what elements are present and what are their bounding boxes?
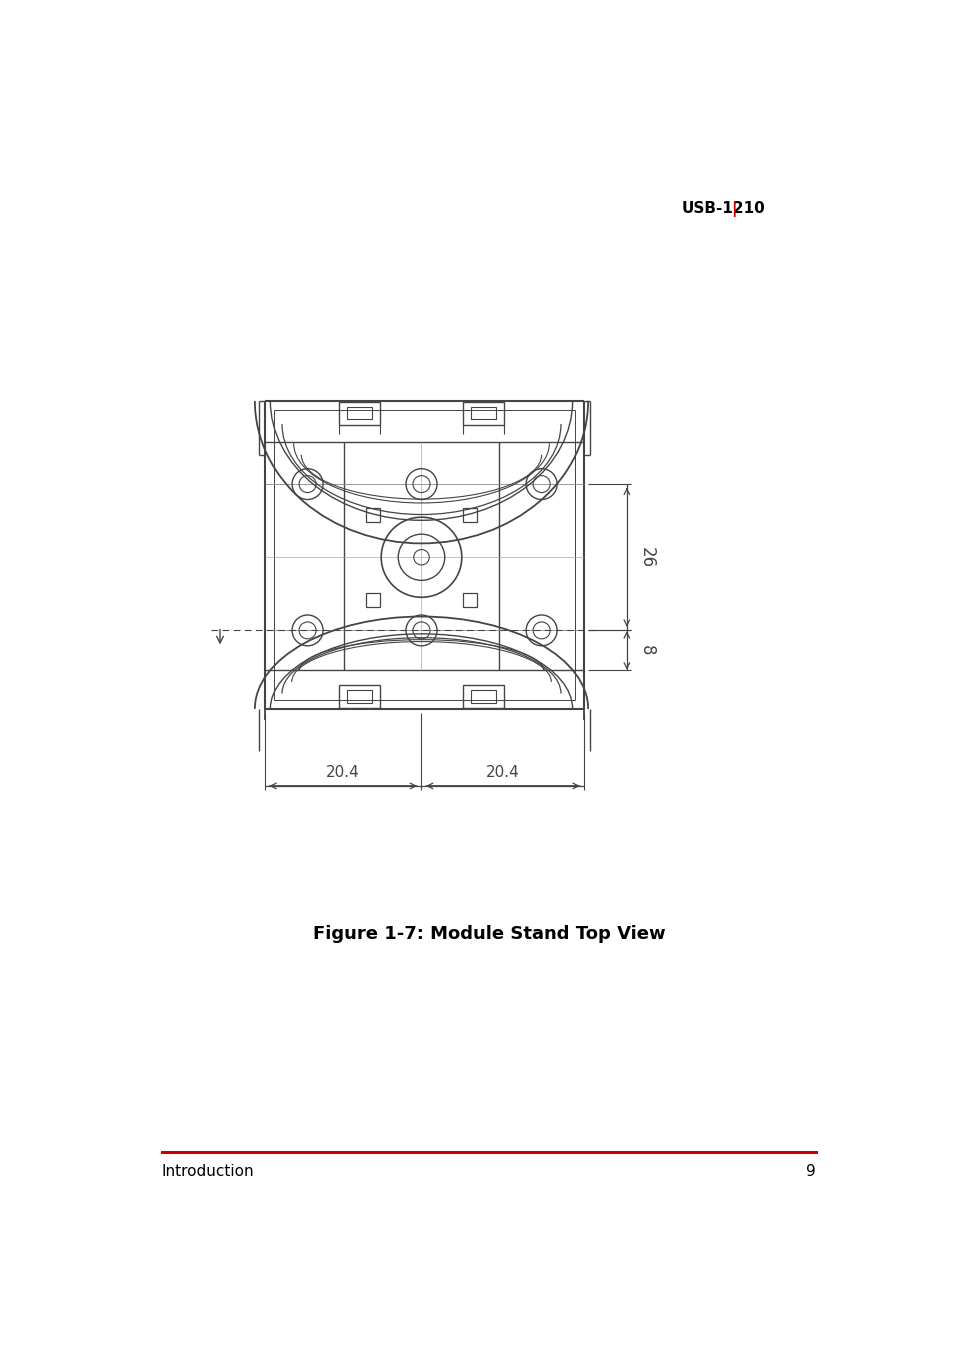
Text: 9: 9	[805, 1164, 815, 1179]
Bar	[366, 508, 380, 522]
Bar	[462, 592, 476, 607]
Text: USB-1210: USB-1210	[681, 200, 765, 216]
Text: |: |	[730, 200, 736, 216]
Bar	[339, 402, 379, 425]
Text: 8: 8	[637, 645, 655, 656]
Bar	[471, 407, 496, 419]
Bar	[347, 691, 372, 703]
Bar	[463, 402, 503, 425]
Bar	[347, 407, 372, 419]
Text: Introduction: Introduction	[162, 1164, 254, 1179]
Bar	[463, 685, 503, 708]
Bar	[471, 691, 496, 703]
Text: 20.4: 20.4	[326, 765, 359, 780]
Text: Figure 1-7: Module Stand Top View: Figure 1-7: Module Stand Top View	[313, 925, 664, 942]
Text: 20.4: 20.4	[485, 765, 519, 780]
Bar	[339, 685, 379, 708]
Text: 26: 26	[637, 546, 655, 568]
Bar	[462, 508, 476, 522]
Bar	[366, 592, 380, 607]
